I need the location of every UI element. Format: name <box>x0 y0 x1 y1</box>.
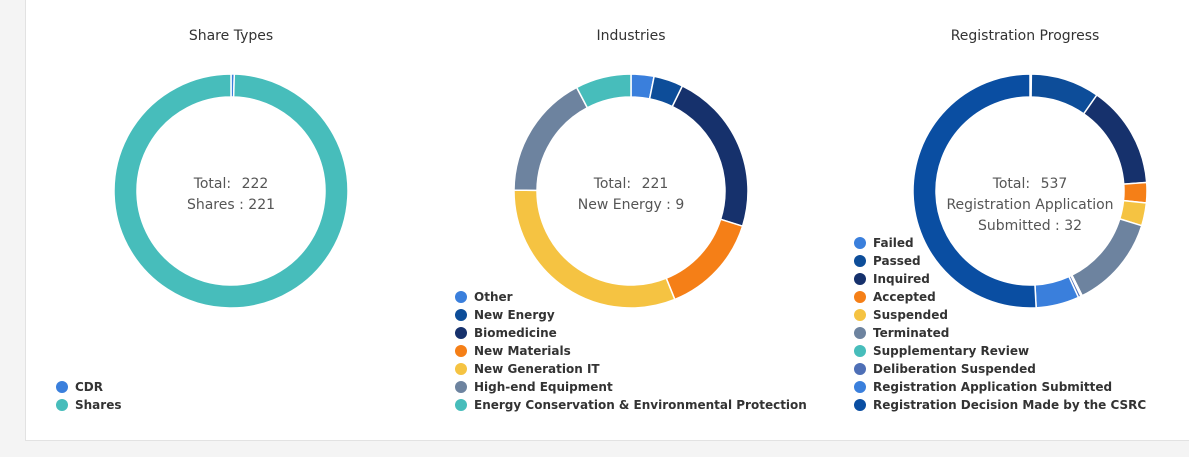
legend-item-accepted[interactable]: Accepted <box>854 288 1146 306</box>
share-types-donut: Total: 222 Shares : 221 <box>113 73 349 309</box>
legend-label: Other <box>474 290 513 304</box>
industries-total: Total: 221 <box>593 176 669 192</box>
legend-label: Failed <box>873 236 914 250</box>
legend-item-passed[interactable]: Passed <box>854 252 1146 270</box>
legend-label: New Energy <box>474 308 555 322</box>
legend-item-new-materials[interactable]: New Materials <box>455 342 807 360</box>
registration-progress-highlight-line1: Registration Application <box>946 197 1113 213</box>
legend-label: Suspended <box>873 308 948 322</box>
legend-label: Registration Decision Made by the CSRC <box>873 398 1147 412</box>
legend-label: Shares <box>75 398 122 412</box>
legend-marker <box>854 363 866 375</box>
legend-marker <box>854 327 866 339</box>
legend-marker <box>854 309 866 321</box>
legend-label: Biomedicine <box>474 326 557 340</box>
legend-item-failed[interactable]: Failed <box>854 234 1146 252</box>
legend-label: CDR <box>75 380 104 394</box>
legend-item-registration-decision-made-by-the-csrc[interactable]: Registration Decision Made by the CSRC <box>854 396 1146 414</box>
legend-marker <box>56 399 68 411</box>
legend-marker <box>854 381 866 393</box>
legend-item-shares[interactable]: Shares <box>56 396 121 414</box>
share-types-title: Share Types <box>188 28 274 44</box>
legend-marker <box>854 237 866 249</box>
legend-label: Terminated <box>873 326 950 340</box>
legend-label: New Materials <box>474 344 571 358</box>
legend-marker <box>854 345 866 357</box>
registration-progress-legend: Failed Passed Inquired Accepted Suspended Ter… <box>854 234 1146 414</box>
legend-item-registration-application-submitted[interactable]: Registration Application Submitted <box>854 378 1146 396</box>
registration-progress-donut: Total: 537 Registration Application Subm… <box>912 73 1148 309</box>
legend-label: Accepted <box>873 290 936 304</box>
legend-marker <box>455 327 467 339</box>
legend-marker <box>455 345 467 357</box>
legend-item-other[interactable]: Other <box>455 288 807 306</box>
industries-legend: Other New Energy Biomedicine New Materials N… <box>455 288 807 414</box>
registration-progress-total: Total: 537 <box>992 176 1068 192</box>
slice-energy-conservation-environmental-protection[interactable] <box>575 73 632 109</box>
legend-label: Inquired <box>873 272 930 286</box>
legend-marker <box>455 363 467 375</box>
legend-item-cdr[interactable]: CDR <box>56 378 121 396</box>
legend-label: Energy Conservation & Environmental Prot… <box>474 398 807 412</box>
legend-marker <box>854 255 866 267</box>
share-types-highlight: Shares : 221 <box>187 197 275 213</box>
legend-item-terminated[interactable]: Terminated <box>854 324 1146 342</box>
legend-item-inquired[interactable]: Inquired <box>854 270 1146 288</box>
share-types-panel: Share Types Total: 222 Shares : 221 CDR S… <box>26 0 436 439</box>
legend-item-biomedicine[interactable]: Biomedicine <box>455 324 807 342</box>
legend-marker <box>455 381 467 393</box>
legend-item-new-energy[interactable]: New Energy <box>455 306 807 324</box>
legend-label: Supplementary Review <box>873 344 1030 358</box>
legend-marker <box>56 381 68 393</box>
industries-panel: Industries Total: 221 New Energy : 9 Oth… <box>426 0 836 439</box>
legend-item-suspended[interactable]: Suspended <box>854 306 1146 324</box>
registration-progress-highlight-line2: Submitted : 32 <box>978 218 1082 234</box>
legend-marker <box>455 291 467 303</box>
slice-registration-decision-made-by-the-csrc[interactable] <box>912 73 1037 309</box>
legend-label: New Generation IT <box>474 362 600 376</box>
industries-donut: Total: 221 New Energy : 9 <box>513 73 749 309</box>
legend-marker <box>854 273 866 285</box>
legend-marker <box>455 309 467 321</box>
legend-marker <box>854 399 866 411</box>
legend-item-high-end-equipment[interactable]: High-end Equipment <box>455 378 807 396</box>
industries-title: Industries <box>596 28 666 44</box>
share-types-total: Total: 222 <box>193 176 269 192</box>
slice-accepted[interactable] <box>1122 181 1148 204</box>
legend-label: Registration Application Submitted <box>873 380 1113 394</box>
legend-label: High-end Equipment <box>474 380 613 394</box>
slice-high-end-equipment[interactable] <box>513 86 589 192</box>
legend-item-deliberation-suspended[interactable]: Deliberation Suspended <box>854 360 1146 378</box>
legend-item-supplementary-review[interactable]: Supplementary Review <box>854 342 1146 360</box>
legend-label: Passed <box>873 254 921 268</box>
registration-progress-panel: Registration Progress Total: 537 Registr… <box>825 0 1189 439</box>
legend-marker <box>455 399 467 411</box>
legend-label: Deliberation Suspended <box>873 362 1036 376</box>
slice-shares[interactable] <box>113 73 349 309</box>
share-types-legend: CDR Shares <box>56 378 121 414</box>
chart-card: Share Types Total: 222 Shares : 221 CDR S… <box>25 0 1189 441</box>
legend-item-new-generation-it[interactable]: New Generation IT <box>455 360 807 378</box>
industries-highlight: New Energy : 9 <box>578 197 685 213</box>
legend-marker <box>854 291 866 303</box>
legend-item-energy-conservation-environmental-protection[interactable]: Energy Conservation & Environmental Prot… <box>455 396 807 414</box>
slice-inquired[interactable] <box>1082 93 1148 185</box>
registration-progress-title: Registration Progress <box>950 28 1100 44</box>
